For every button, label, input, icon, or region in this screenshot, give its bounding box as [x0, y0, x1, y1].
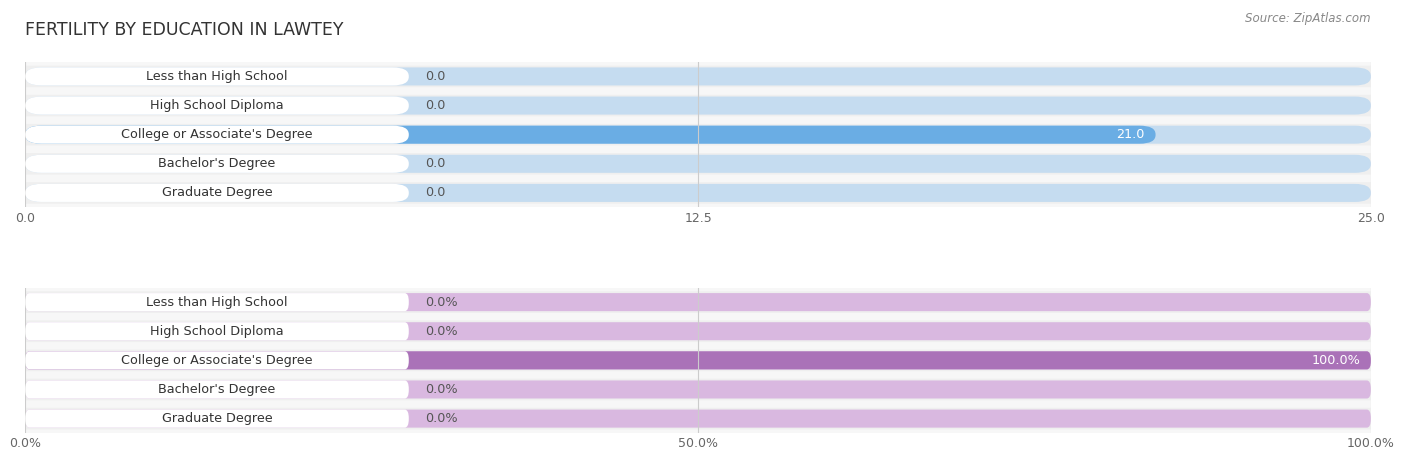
Text: 100.0%: 100.0%: [1312, 354, 1360, 367]
Text: 21.0: 21.0: [1116, 128, 1144, 141]
Text: Graduate Degree: Graduate Degree: [162, 412, 273, 425]
Text: College or Associate's Degree: College or Associate's Degree: [121, 128, 312, 141]
FancyBboxPatch shape: [25, 124, 1371, 146]
FancyBboxPatch shape: [25, 97, 1371, 115]
FancyBboxPatch shape: [25, 293, 409, 311]
Text: Less than High School: Less than High School: [146, 296, 288, 308]
FancyBboxPatch shape: [25, 322, 1371, 340]
Text: Graduate Degree: Graduate Degree: [162, 187, 273, 199]
FancyBboxPatch shape: [25, 182, 1371, 204]
FancyBboxPatch shape: [25, 155, 409, 173]
FancyBboxPatch shape: [25, 126, 1371, 144]
Text: High School Diploma: High School Diploma: [150, 325, 284, 338]
FancyBboxPatch shape: [25, 126, 1156, 144]
FancyBboxPatch shape: [25, 126, 409, 144]
Text: 0.0%: 0.0%: [425, 383, 457, 396]
Text: High School Diploma: High School Diploma: [150, 99, 284, 112]
FancyBboxPatch shape: [25, 68, 1371, 86]
Text: 0.0: 0.0: [425, 70, 446, 83]
FancyBboxPatch shape: [25, 380, 1371, 398]
FancyBboxPatch shape: [25, 320, 1371, 342]
Text: FERTILITY BY EDUCATION IN LAWTEY: FERTILITY BY EDUCATION IN LAWTEY: [25, 21, 344, 40]
FancyBboxPatch shape: [25, 68, 409, 86]
FancyBboxPatch shape: [25, 184, 409, 202]
Text: Source: ZipAtlas.com: Source: ZipAtlas.com: [1246, 12, 1371, 25]
Text: 0.0: 0.0: [425, 157, 446, 170]
FancyBboxPatch shape: [25, 184, 1371, 202]
FancyBboxPatch shape: [25, 95, 1371, 116]
FancyBboxPatch shape: [25, 291, 1371, 313]
FancyBboxPatch shape: [25, 349, 1371, 371]
FancyBboxPatch shape: [25, 97, 409, 115]
FancyBboxPatch shape: [25, 66, 1371, 87]
FancyBboxPatch shape: [25, 409, 1371, 427]
Text: 0.0: 0.0: [425, 187, 446, 199]
Text: 0.0%: 0.0%: [425, 412, 457, 425]
FancyBboxPatch shape: [25, 153, 1371, 175]
FancyBboxPatch shape: [25, 322, 409, 340]
FancyBboxPatch shape: [25, 293, 1371, 311]
FancyBboxPatch shape: [25, 351, 1371, 369]
Text: Less than High School: Less than High School: [146, 70, 288, 83]
FancyBboxPatch shape: [25, 380, 409, 398]
Text: College or Associate's Degree: College or Associate's Degree: [121, 354, 312, 367]
Text: Bachelor's Degree: Bachelor's Degree: [159, 157, 276, 170]
FancyBboxPatch shape: [25, 351, 1371, 369]
FancyBboxPatch shape: [25, 351, 409, 369]
FancyBboxPatch shape: [25, 379, 1371, 400]
Text: Bachelor's Degree: Bachelor's Degree: [159, 383, 276, 396]
Text: 0.0%: 0.0%: [425, 325, 457, 338]
FancyBboxPatch shape: [25, 155, 1371, 173]
FancyBboxPatch shape: [25, 408, 1371, 429]
FancyBboxPatch shape: [25, 409, 409, 427]
Text: 0.0: 0.0: [425, 99, 446, 112]
Text: 0.0%: 0.0%: [425, 296, 457, 308]
